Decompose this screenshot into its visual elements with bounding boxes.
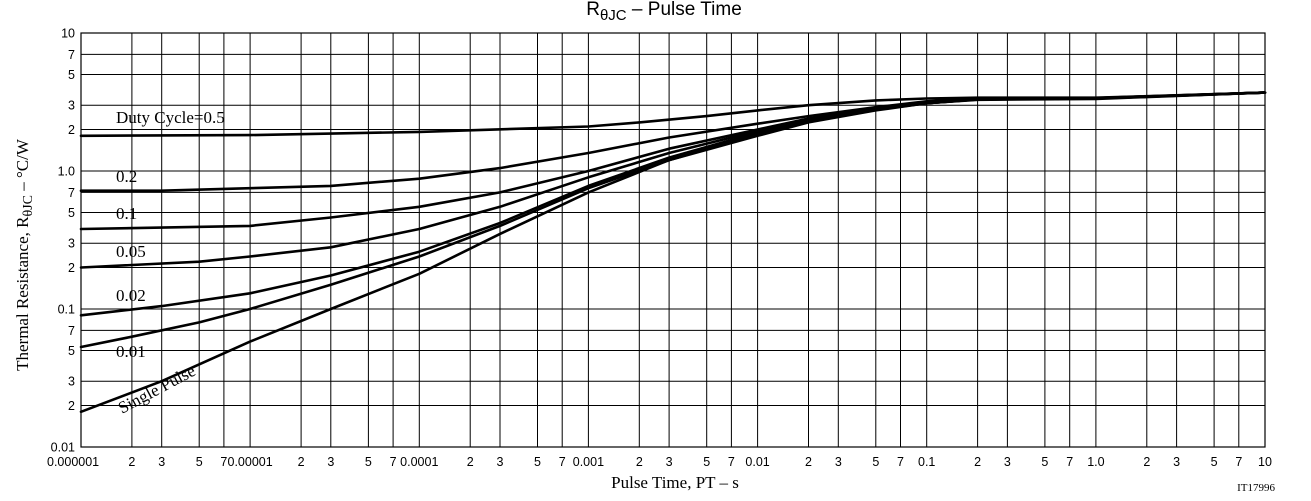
y-axis-label: Thermal Resistance, RθJC – °C/W [13,138,36,371]
series-label-0-01: 0.01 [116,342,146,361]
series-line-4 [79,91,1267,317]
x-tick-label: 0.00001 [228,455,273,469]
x-tick-label: 0.0001 [400,455,438,469]
x-tick-label: 2 [1143,455,1150,469]
x-tick-label: 3 [158,455,165,469]
y-tick-label: 5 [68,344,75,358]
x-tick-label: 3 [327,455,334,469]
series-label-single-pulse: Single Pulse [115,361,199,417]
x-tick-label: 3 [1004,455,1011,469]
y-tick-label: 5 [68,206,75,220]
x-tick-label: 7 [1235,455,1242,469]
series-label-0-2: 0.2 [116,167,137,186]
y-tick-label: 0.1 [58,303,75,317]
x-tick-labels: 0.000001 2 3 5 7 0.00001 2 3 5 7 0.0001 2 3 5 7 0.001 2 3… [47,455,1272,469]
y-tick-label: 2 [68,123,75,137]
y-tick-label: 7 [68,324,75,338]
x-tick-label: 7 [390,455,397,469]
x-tick-label: 2 [636,455,643,469]
x-tick-label: 7 [728,455,735,469]
x-tick-label: 2 [805,455,812,469]
y-tick-label: 1.0 [58,165,75,179]
series-lines [79,91,1267,414]
x-tick-label: 2 [128,455,135,469]
x-tick-label: 7 [1066,455,1073,469]
x-tick-label: 0.001 [573,455,604,469]
x-tick-label: 3 [497,455,504,469]
x-tick-label: 2 [467,455,474,469]
y-tick-label: 7 [68,48,75,62]
x-tick-label: 5 [872,455,879,469]
y-tick-label: 3 [68,99,75,113]
series-label-0-02: 0.02 [116,286,146,305]
x-tick-label: 7 [897,455,904,469]
y-tick-label: 5 [68,68,75,82]
x-tick-label: 2 [298,455,305,469]
series-line-1 [79,91,1267,192]
series-label-duty-0-5: Duty Cycle=0.5 [116,108,225,127]
chart-title: RθJC – Pulse Time [586,0,742,24]
series-line-6 [79,91,1267,414]
x-axis-label: Pulse Time, PT – s [611,473,739,492]
x-tick-label: 0.000001 [47,455,99,469]
y-tick-label: 2 [68,399,75,413]
x-tick-label: 5 [703,455,710,469]
x-tick-label: 5 [534,455,541,469]
series-label-0-1: 0.1 [116,204,137,223]
grid-lines [80,32,1266,448]
x-tick-label: 3 [666,455,673,469]
y-tick-label: 7 [68,186,75,200]
x-tick-label: 3 [835,455,842,469]
x-tick-label: 0.1 [918,455,935,469]
series-label-0-05: 0.05 [116,242,146,261]
x-tick-label: 5 [1211,455,1218,469]
y-tick-label: 10 [61,27,75,41]
x-tick-label: 0.01 [745,455,769,469]
figure-code: IT17996 [1237,482,1275,494]
x-tick-label: 7 [559,455,566,469]
x-tick-label: 10 [1258,455,1272,469]
x-tick-label: 7 [220,455,227,469]
x-tick-label: 5 [196,455,203,469]
series-line-2 [79,91,1267,231]
plot-frame [80,32,1266,448]
y-tick-label: 3 [68,375,75,389]
y-tick-label: 3 [68,237,75,251]
x-tick-label: 5 [1041,455,1048,469]
y-tick-label: 2 [68,261,75,275]
x-tick-label: 5 [365,455,372,469]
x-tick-label: 2 [974,455,981,469]
x-tick-label: 3 [1173,455,1180,469]
x-tick-label: 1.0 [1087,455,1104,469]
y-tick-labels: 0.01 2 3 5 7 0.1 2 3 5 7 1.0 2 3 5 7 10 [51,27,75,455]
y-tick-label: 0.01 [51,441,75,455]
